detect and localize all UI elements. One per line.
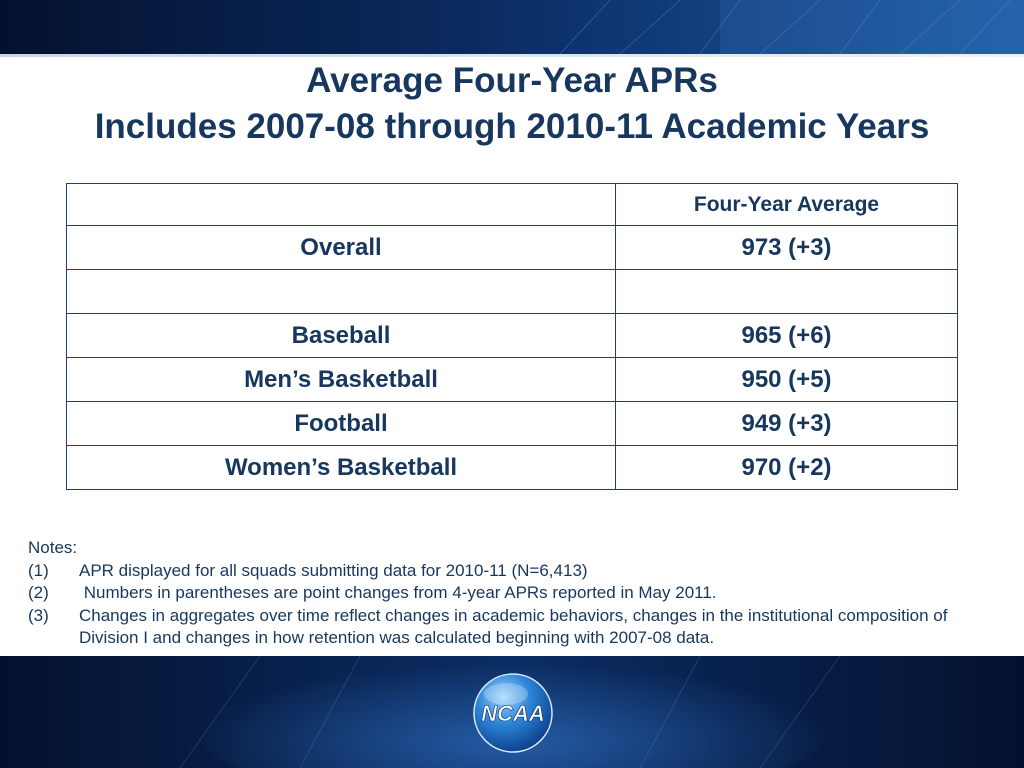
row-label: Baseball (66, 313, 616, 358)
slide-title: Average Four-Year APRs Includes 2007-08 … (0, 58, 1024, 150)
row-label: Women’s Basketball (66, 445, 616, 490)
table-row: Baseball 965 (+6) (66, 313, 958, 358)
notes-section: Notes: (1) APR displayed for all squads … (28, 537, 988, 650)
row-label (66, 269, 616, 314)
notes-heading: Notes: (28, 538, 78, 557)
table-row: Football 949 (+3) (66, 401, 958, 446)
apr-table: Four-Year Average Overall 973 (+3) Baseb… (66, 183, 958, 490)
row-value: 973 (+3) (615, 225, 958, 270)
row-value: 949 (+3) (615, 401, 958, 446)
row-label: Overall (66, 225, 616, 270)
row-label: Football (66, 401, 616, 446)
table-header-row: Four-Year Average (66, 183, 958, 226)
title-line-1: Average Four-Year APRs (306, 61, 718, 100)
note-text: APR displayed for all squads submitting … (79, 560, 588, 580)
row-value: 970 (+2) (615, 445, 958, 490)
note-text: Numbers in parentheses are point changes… (79, 583, 717, 602)
header-band (0, 0, 1024, 54)
row-value: 965 (+6) (615, 313, 958, 358)
table-row (66, 269, 958, 314)
table-row: Overall 973 (+3) (66, 225, 958, 270)
row-value (615, 269, 958, 314)
note-item: (2) Numbers in parentheses are point cha… (28, 582, 988, 605)
table-row: Men’s Basketball 950 (+5) (66, 357, 958, 402)
header-cell-label (66, 183, 616, 226)
note-item: (3) Changes in aggregates over time refl… (28, 605, 988, 650)
row-label: Men’s Basketball (66, 357, 616, 402)
header-rule (0, 54, 1024, 57)
header-cell-four-year-average: Four-Year Average (615, 183, 958, 226)
note-number: (2) (28, 583, 49, 602)
ncaa-logo-icon: NCAA (473, 673, 553, 753)
ncaa-logo-text: NCAA (481, 701, 545, 726)
header-stripes-decoration (559, 0, 1024, 54)
note-number: (1) (28, 560, 49, 580)
title-line-2: Includes 2007-08 through 2010-11 Academi… (94, 107, 930, 146)
table-row: Women’s Basketball 970 (+2) (66, 445, 958, 490)
note-text: Changes in aggregates over time reflect … (79, 605, 948, 648)
note-item: (1) APR displayed for all squads submitt… (28, 560, 988, 583)
row-value: 950 (+5) (615, 357, 958, 402)
note-number: (3) (28, 605, 49, 625)
